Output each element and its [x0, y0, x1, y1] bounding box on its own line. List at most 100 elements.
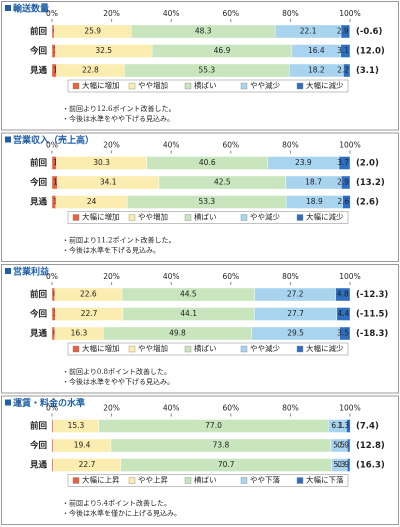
legend-label: やや増加 [138, 212, 168, 222]
title-marker [5, 5, 11, 11]
bar-segment [347, 438, 351, 453]
bar-segment [340, 24, 350, 39]
x-tick-label: 20% [103, 141, 120, 150]
value-label: 22.7 [79, 460, 96, 469]
di-label: (12.8) [356, 441, 385, 451]
bar-segment [342, 195, 351, 209]
x-tick-label: 40% [163, 404, 180, 413]
legend-swatch [184, 477, 192, 484]
row-label: 見通 [29, 65, 48, 76]
bar-segment [346, 419, 351, 433]
x-tick-label: 100% [339, 272, 360, 281]
row-label: 前回 [30, 158, 47, 169]
legend-label: やや下落 [250, 475, 280, 485]
note: ・今後は水準を僅かに上げる見込み。 [62, 509, 181, 518]
legend-swatch [296, 345, 304, 353]
legend-box [67, 474, 349, 487]
note: ・前回より5.4ポイント改善した。 [62, 499, 171, 508]
di-label: (16.3) [356, 461, 385, 471]
bar-segment [341, 175, 351, 190]
di-label: (3.1) [356, 66, 379, 76]
value-label: 27.7 [287, 309, 304, 318]
value-label: 6.1 [331, 421, 343, 430]
value-label: 3.5 [337, 329, 349, 338]
legend-swatch [296, 214, 304, 221]
row-label: 今回 [29, 309, 47, 320]
legend-label: やや増加 [138, 343, 168, 353]
legend-swatch [72, 214, 80, 221]
value-label: 16.4 [308, 46, 325, 55]
x-tick-label: 80% [282, 141, 299, 150]
legend-label: 大幅に下落 [306, 475, 344, 485]
legend-label: やや増加 [138, 80, 168, 90]
legend-box [67, 342, 349, 356]
value-label: 34.1 [100, 178, 117, 187]
bar-segment [347, 458, 351, 472]
legend-label: 大幅に減少 [306, 212, 344, 222]
bar-segment [338, 156, 351, 170]
value-label: 4.4 [337, 309, 349, 318]
di-label: (7.4) [356, 422, 379, 432]
legend-label: 大幅に減少 [306, 343, 344, 353]
value-label: 2.6 [337, 197, 349, 206]
row-label: 見通 [29, 197, 48, 208]
legend-label: やや上昇 [138, 476, 168, 485]
x-tick-label: 40% [163, 9, 180, 18]
title-marker [5, 136, 11, 143]
x-tick-label: 0% [46, 141, 58, 150]
di-label: (-18.3) [356, 329, 388, 339]
legend-swatch [296, 82, 304, 90]
row-label: 前回 [30, 26, 47, 37]
di-label: (12.0) [356, 47, 385, 57]
panel-border [1, 1, 399, 131]
legend-label: 大幅に増加 [82, 80, 120, 90]
x-tick-label: 60% [222, 9, 239, 18]
value-label: 24 [87, 197, 97, 206]
di-label: (2.6) [356, 198, 379, 208]
legend-swatch [128, 477, 136, 484]
legend-label: 大幅に上昇 [82, 475, 120, 485]
legend-swatch [296, 477, 304, 484]
value-label: 22.6 [80, 290, 97, 299]
x-tick-label: 80% [282, 272, 299, 281]
panel-border [1, 395, 399, 525]
value-label: 1.3 [337, 421, 349, 430]
bar-segment [335, 287, 351, 302]
legend-label: やや減少 [250, 212, 280, 222]
legend-swatch [128, 82, 136, 90]
value-label: 5.3 [333, 460, 345, 469]
value-label: 29.5 [287, 329, 304, 338]
legend-swatch [128, 345, 136, 353]
value-label: 3.1 [337, 46, 349, 55]
x-tick-label: 20% [103, 9, 120, 18]
x-tick-label: 40% [163, 141, 180, 150]
panel-title: 営業収入（売上高） [13, 134, 94, 146]
x-tick-label: 80% [282, 9, 299, 18]
value-label: 44.5 [180, 290, 197, 299]
value-label: 55.3 [198, 66, 215, 75]
value-label: 0.9 [337, 460, 349, 469]
x-tick-label: 80% [282, 404, 299, 413]
row-label: 今回 [29, 177, 47, 188]
legend-swatch [184, 82, 192, 90]
legend-swatch [240, 345, 248, 353]
value-label: 46.9 [214, 46, 231, 55]
legend-box [67, 79, 349, 93]
di-label: (-11.5) [356, 310, 388, 320]
value-label: 16.3 [71, 329, 88, 338]
row-label: 見通 [29, 328, 48, 339]
value-label: 70.7 [218, 460, 235, 469]
di-label: (-12.3) [356, 290, 388, 300]
value-label: 27.2 [287, 290, 304, 299]
legend-swatch [240, 214, 248, 221]
row-label: 今回 [29, 46, 47, 57]
row-label: 前回 [30, 289, 47, 300]
value-label: 2.2 [337, 66, 349, 75]
x-tick-label: 0% [46, 9, 58, 18]
bar-segment [343, 63, 351, 78]
value-label: 42.5 [214, 178, 231, 187]
value-label: 44.1 [180, 309, 197, 318]
note: ・今後は水準を下げる見込み。 [62, 246, 160, 255]
legend-label: 大幅に増加 [82, 343, 120, 353]
legend-swatch [72, 345, 80, 353]
